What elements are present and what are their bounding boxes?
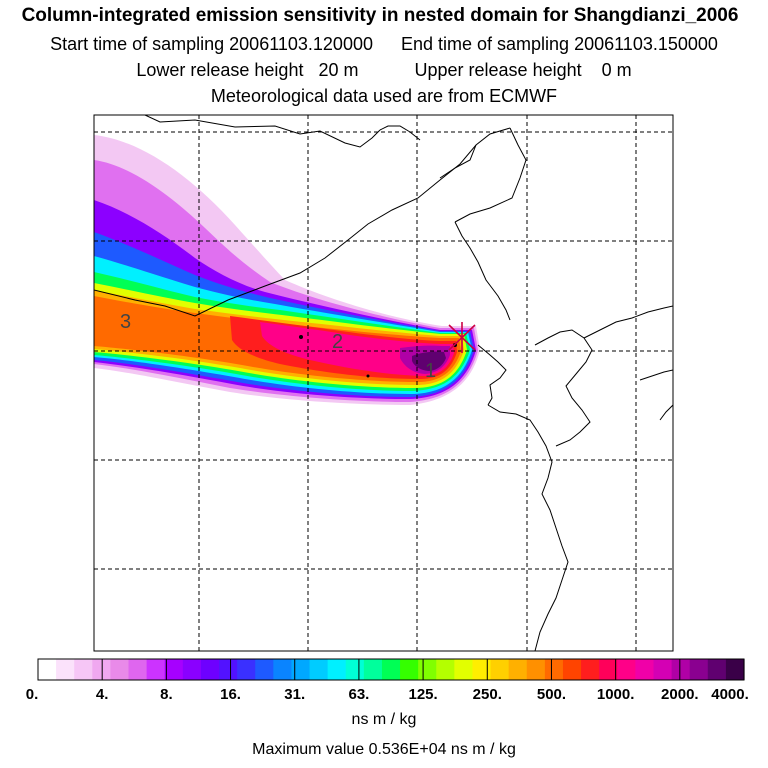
legend-tick-label: 4000.	[711, 686, 749, 703]
legend-color-cell	[219, 659, 238, 680]
release-heights: Lower release height 20 m Upper release h…	[0, 60, 768, 80]
legend-color-cell	[164, 659, 184, 680]
plume-level-dark-purple	[412, 351, 446, 371]
legend-color-cell	[490, 659, 510, 680]
map-dot	[299, 335, 303, 339]
coastlines	[94, 115, 673, 651]
map-frame	[93, 114, 674, 652]
legend-tick-label: 1000.	[596, 686, 635, 703]
legend-color-cell	[273, 659, 293, 680]
legend-color-cell	[418, 659, 437, 680]
legend-color-cell	[291, 659, 311, 680]
legend-ticks	[37, 659, 745, 680]
met-data-source: Meteorological data used are from ECMWF	[210, 86, 558, 106]
legend-tick-label: 63.	[348, 686, 370, 703]
legend-color-cell	[707, 659, 727, 680]
plume	[94, 135, 480, 405]
legend-color-cell	[725, 659, 745, 680]
legend-tick-label: 8.	[160, 686, 173, 703]
legend-tick-label: 16.	[220, 686, 241, 703]
legend-color-cell	[472, 659, 492, 680]
legend-tick-label: 0.	[25, 686, 39, 703]
receptor-marker	[448, 322, 476, 353]
legend-color-cell	[544, 659, 564, 680]
legend-color-cell	[635, 659, 655, 680]
start-time-value: 20061103.120000	[229, 34, 373, 54]
legend-color-cell	[400, 659, 419, 680]
plume-label-1: 1	[425, 360, 436, 382]
lower-height-value: 20 m	[318, 60, 359, 80]
legend-color-cell	[200, 659, 220, 680]
legend-color-cell	[436, 659, 455, 680]
lat-lon-grid	[94, 115, 673, 651]
legend-color-cell	[182, 659, 202, 680]
legend-tick-label: 250.	[472, 686, 502, 703]
legend-color-cell	[581, 659, 600, 680]
legend-color-cell	[454, 659, 474, 680]
legend-color-cell	[128, 659, 148, 680]
legend-color-bar	[38, 659, 745, 680]
plume-labels: 3 2 1	[120, 311, 436, 382]
legend-color-cell	[653, 659, 673, 680]
legend-color-cell	[526, 659, 546, 680]
legend-color-cell	[38, 659, 57, 680]
maximum-value: Maximum value 0.536E+04 ns m / kg	[252, 741, 516, 758]
legend-color-cell	[345, 659, 365, 680]
legend-color-cell	[309, 659, 329, 680]
plume-label-2: 2	[332, 331, 343, 353]
plume-label-3: 3	[120, 311, 131, 333]
legend-tick-label: 500.	[536, 686, 567, 703]
legend-color-cell	[92, 659, 112, 680]
legend-tick-label: 125.	[408, 686, 438, 703]
legend-color-cell	[237, 659, 256, 680]
figure-title: Column-integrated emission sensitivity i…	[21, 5, 739, 26]
end-time-value: 20061103.150000	[574, 34, 718, 54]
legend-color-cell	[56, 659, 75, 680]
legend-tick-label: 4.	[95, 686, 109, 703]
legend-color-cell	[617, 659, 636, 680]
lower-height-label: Lower release height	[136, 60, 304, 80]
sampling-times: Start time of sampling 20061103.120000 En…	[0, 34, 768, 54]
legend-unit: ns m / kg	[351, 711, 417, 728]
legend-color-cell	[327, 659, 347, 680]
legend-color-cell	[363, 659, 383, 680]
legend-color-cell	[599, 659, 618, 680]
legend-tick-label: 31.	[284, 686, 306, 703]
map-dot	[366, 374, 370, 378]
legend-tick-label: 2000.	[661, 686, 699, 703]
legend-color-cell	[74, 659, 93, 680]
upper-height-label: Upper release height	[414, 60, 582, 80]
legend-color-cell	[381, 659, 401, 680]
legend-color-cell	[689, 659, 709, 680]
legend-color-cell	[671, 659, 691, 680]
start-time-label: Start time of sampling	[50, 34, 225, 54]
legend-color-cell	[110, 659, 130, 680]
end-time-label: End time of sampling	[400, 34, 570, 54]
legend-color-cell	[255, 659, 274, 680]
legend-color-cell	[508, 659, 528, 680]
upper-height-value: 0 m	[601, 60, 632, 80]
legend-color-cell	[562, 659, 582, 680]
legend-color-cell	[146, 659, 166, 680]
